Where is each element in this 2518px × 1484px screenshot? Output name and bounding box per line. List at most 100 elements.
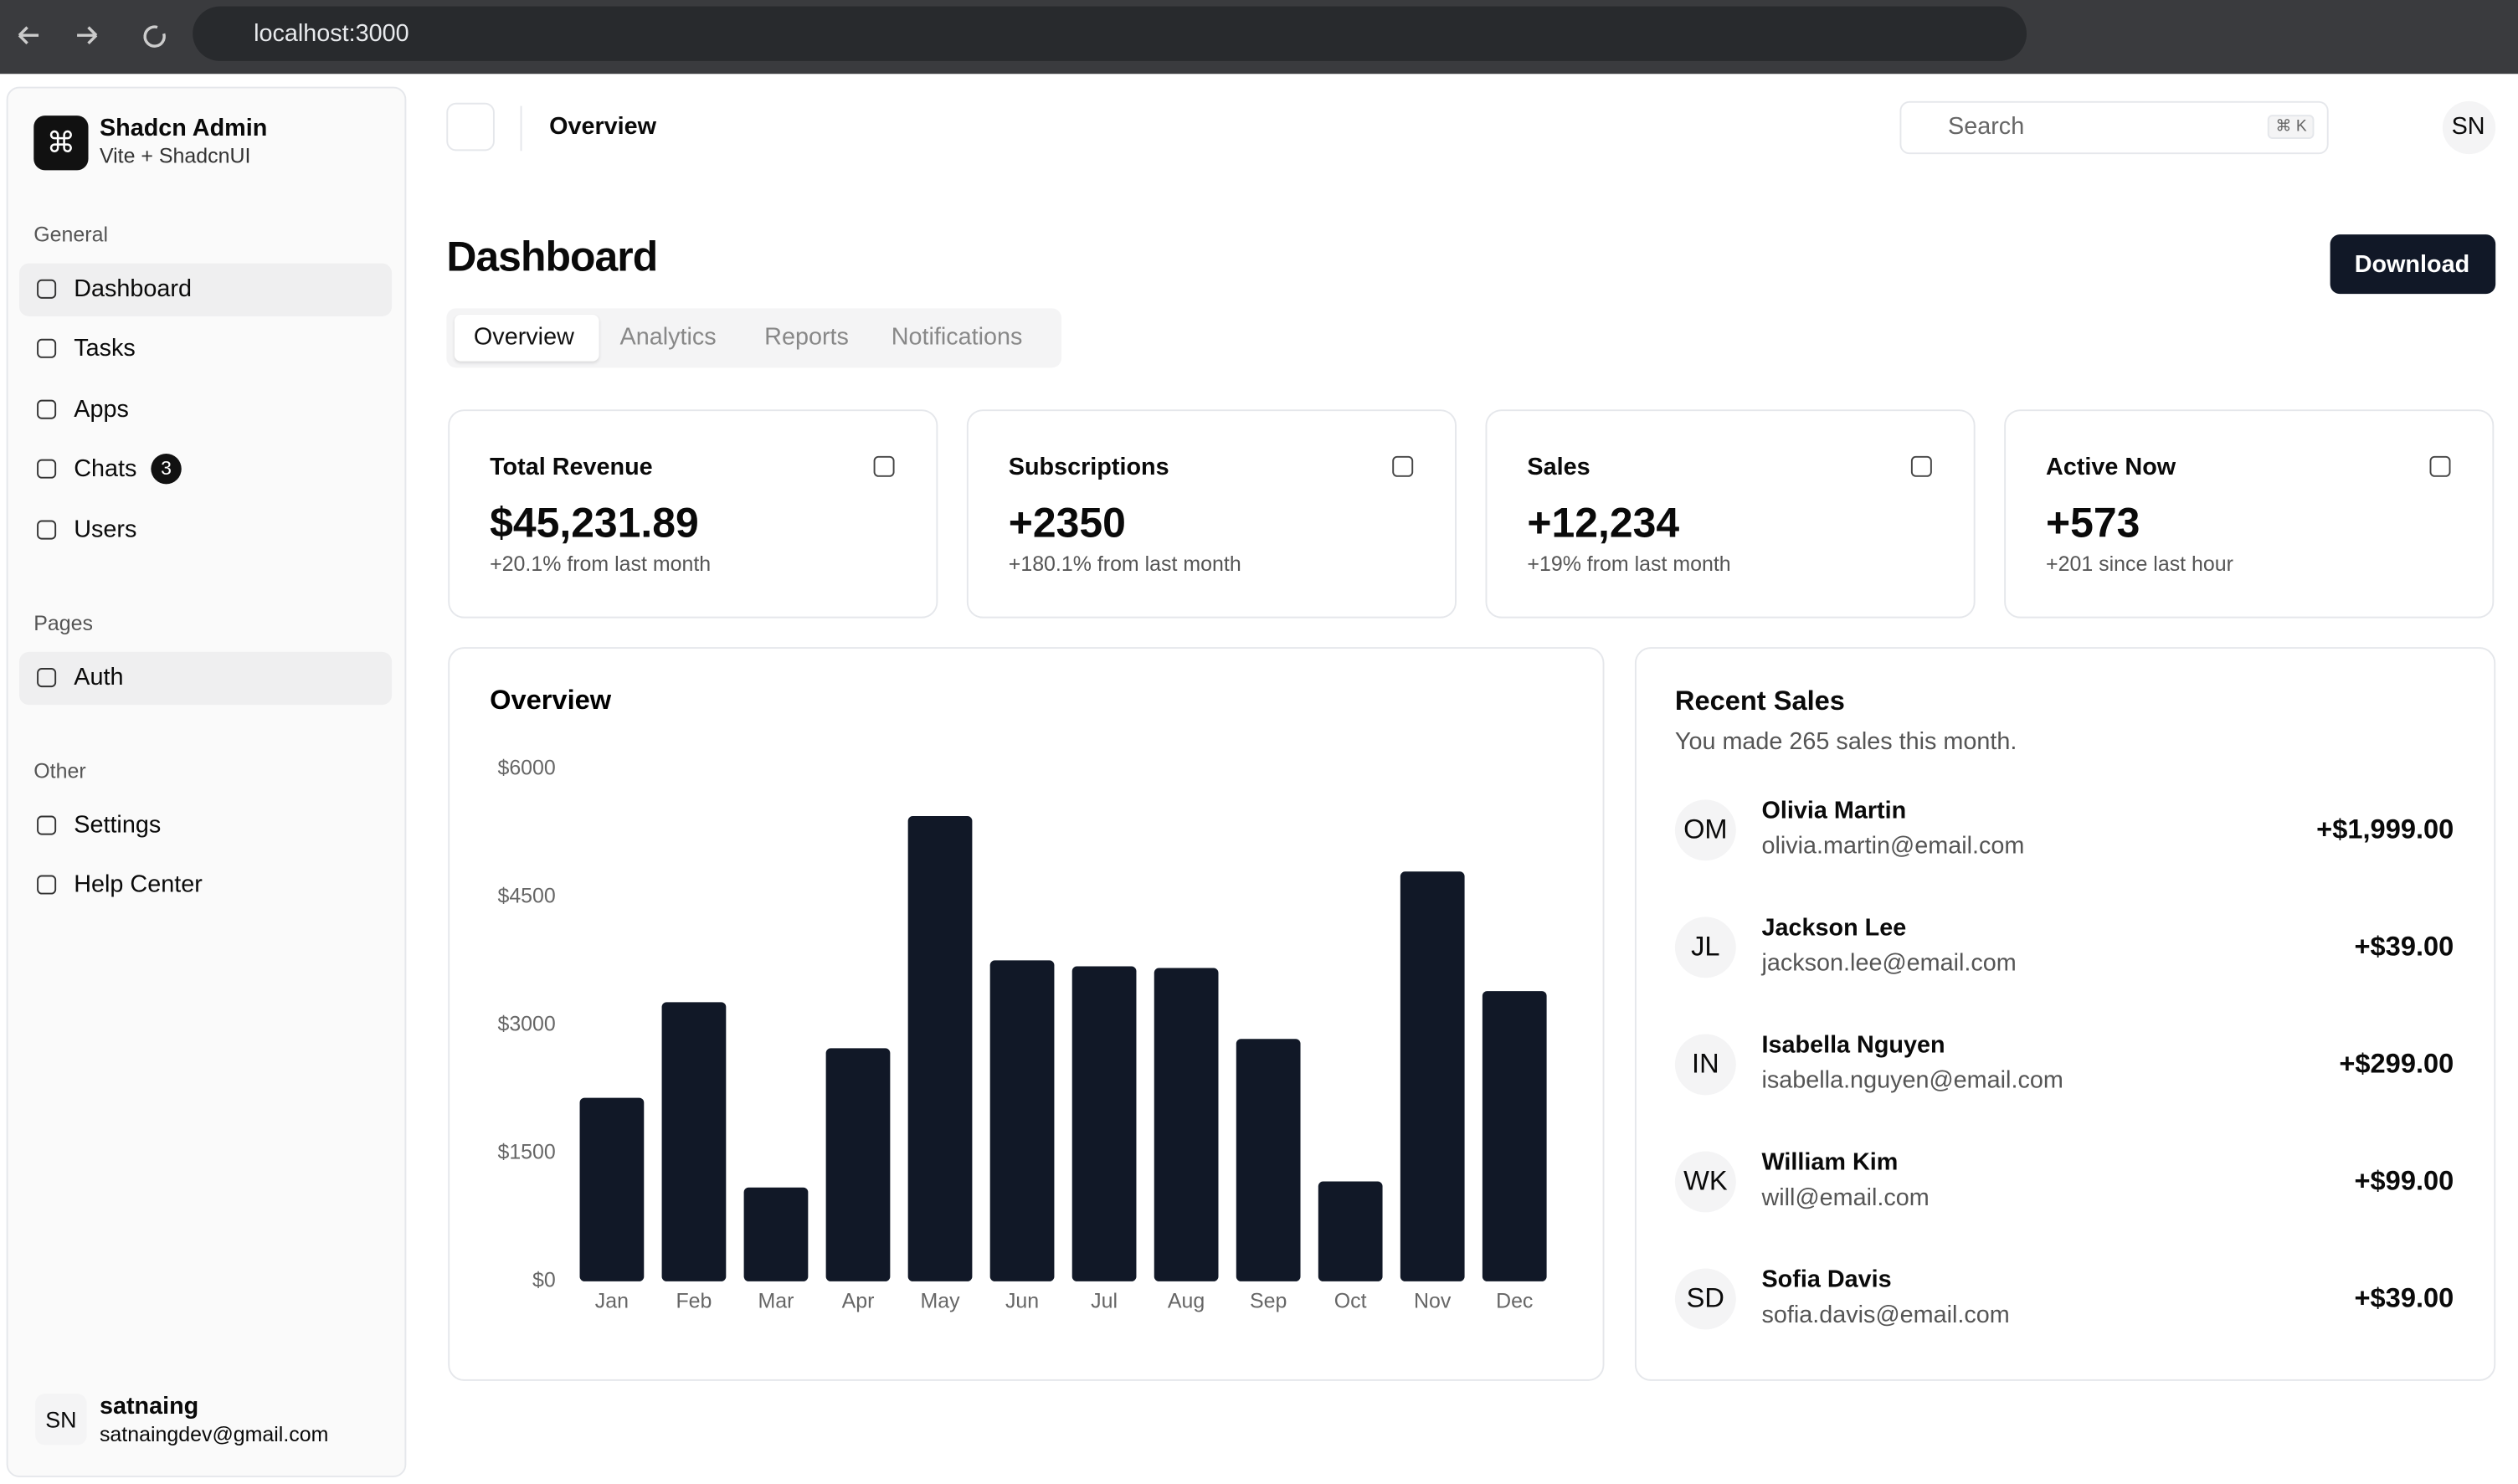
x-tick-label: Aug <box>1168 1289 1205 1312</box>
sale-email: sofia.davis@email.com <box>1761 1302 2009 1329</box>
nav-item[interactable]: Settings <box>74 812 161 840</box>
x-tick-label: Feb <box>676 1289 712 1312</box>
sale-amount: +$39.00 <box>2354 932 2454 963</box>
bar <box>662 1002 727 1281</box>
page-title: Dashboard <box>446 232 657 281</box>
bar <box>1483 991 1547 1281</box>
nav-item[interactable]: Tasks <box>74 335 136 362</box>
badge: 3 <box>151 454 181 484</box>
card-value: +573 <box>2046 499 2140 548</box>
nav-item[interactable]: Users <box>74 516 136 544</box>
download-label: Download <box>2355 251 2469 279</box>
nav-icon <box>37 876 56 895</box>
card-title: Total Revenue <box>490 454 653 481</box>
tab[interactable]: Analytics <box>620 324 717 352</box>
tab[interactable]: Notifications <box>892 324 1023 352</box>
nav-icon <box>37 521 56 540</box>
sale-amount: +$39.00 <box>2354 1283 2454 1315</box>
nav-item[interactable]: Apps <box>74 396 129 424</box>
separator <box>521 106 522 151</box>
team-logo: ⌘ <box>33 116 88 170</box>
x-tick-label: May <box>920 1289 960 1312</box>
breadcrumb: Overview <box>549 113 656 141</box>
x-tick-label: Dec <box>1496 1289 1533 1312</box>
bar <box>744 1188 809 1281</box>
bar <box>826 1048 891 1281</box>
bar <box>580 1098 645 1281</box>
nav-item[interactable]: Help Center <box>74 871 203 899</box>
card-note: +19% from last month <box>1527 552 1730 576</box>
nav-item[interactable]: Chats <box>74 455 136 483</box>
y-tick-label: $6000 <box>497 756 555 779</box>
sale-initials: SD <box>1687 1283 1724 1315</box>
group-title: Pages <box>33 611 93 635</box>
x-tick-label: Jan <box>595 1289 629 1312</box>
sidebar-toggle[interactable] <box>446 103 495 151</box>
nav-item[interactable]: Auth <box>74 664 123 691</box>
team-subtitle: Vite + ShadcnUI <box>100 144 250 168</box>
nav-icon <box>37 460 56 479</box>
shortcut: ⌘ K <box>2268 115 2315 139</box>
x-tick-label: Oct <box>1334 1289 1367 1312</box>
chart-title: Overview <box>490 684 612 715</box>
url: localhost:3000 <box>254 20 409 48</box>
address-bar[interactable] <box>193 7 2027 61</box>
card-icon <box>874 456 895 477</box>
x-tick-label: Jun <box>1005 1289 1039 1312</box>
sale-email: olivia.martin@email.com <box>1761 833 2024 860</box>
sale-name: Olivia Martin <box>1761 797 1906 824</box>
card-note: +201 since last hour <box>2046 552 2233 576</box>
team-name: Shadcn Admin <box>100 115 267 142</box>
sale-name: Sofia Davis <box>1761 1266 1891 1294</box>
x-tick-label: Nov <box>1414 1289 1452 1312</box>
sale-amount: +$299.00 <box>2339 1049 2454 1081</box>
bar <box>1318 1182 1383 1281</box>
sales-subtitle: You made 265 sales this month. <box>1675 728 2017 756</box>
card-value: +12,234 <box>1527 499 1679 548</box>
nav-item[interactable]: Dashboard <box>74 275 192 303</box>
x-tick-label: Apr <box>842 1289 875 1312</box>
user-email: satnaingdev@gmail.com <box>100 1422 328 1446</box>
nav-icon <box>37 668 56 687</box>
tab[interactable]: Overview <box>474 324 574 352</box>
card-icon <box>1392 456 1413 477</box>
search-placeholder: Search <box>1948 113 2024 141</box>
sale-amount: +$1,999.00 <box>2316 814 2454 846</box>
sale-initials: IN <box>1692 1049 1719 1081</box>
card-icon <box>2430 456 2451 477</box>
nav-icon <box>37 400 56 419</box>
x-tick-label: Sep <box>1250 1289 1287 1312</box>
card-value: $45,231.89 <box>490 499 699 548</box>
nav-icon <box>37 816 56 835</box>
group-title: Other <box>33 758 85 783</box>
card-title: Active Now <box>2046 454 2176 481</box>
sale-initials: JL <box>1691 932 1719 963</box>
card-title: Subscriptions <box>1009 454 1169 481</box>
group-title: General <box>33 223 108 247</box>
sale-email: jackson.lee@email.com <box>1761 950 2016 978</box>
x-tick-label: Mar <box>758 1289 794 1312</box>
y-tick-label: $1500 <box>497 1140 555 1163</box>
user-initials: SN <box>45 1407 76 1433</box>
sale-name: Jackson Lee <box>1761 915 1906 942</box>
card-note: +180.1% from last month <box>1009 552 1241 576</box>
sales-title: Recent Sales <box>1675 686 1845 717</box>
tab[interactable]: Reports <box>764 324 849 352</box>
user-name: satnaing <box>100 1393 198 1420</box>
sale-name: Isabella Nguyen <box>1761 1032 1945 1060</box>
nav-icons <box>13 16 173 54</box>
bar <box>1236 1039 1301 1281</box>
sale-initials: OM <box>1683 814 1728 846</box>
card-note: +20.1% from last month <box>490 552 711 576</box>
sale-amount: +$99.00 <box>2354 1166 2454 1198</box>
sale-name: William Kim <box>1761 1149 1898 1177</box>
y-tick-label: $0 <box>532 1268 556 1291</box>
bar <box>908 816 973 1281</box>
sale-email: will@email.com <box>1761 1184 1929 1212</box>
bar <box>1072 967 1137 1281</box>
y-tick-label: $4500 <box>497 884 555 907</box>
bar <box>1154 968 1219 1281</box>
nav-icon <box>37 280 56 299</box>
sale-initials: WK <box>1683 1166 1728 1198</box>
